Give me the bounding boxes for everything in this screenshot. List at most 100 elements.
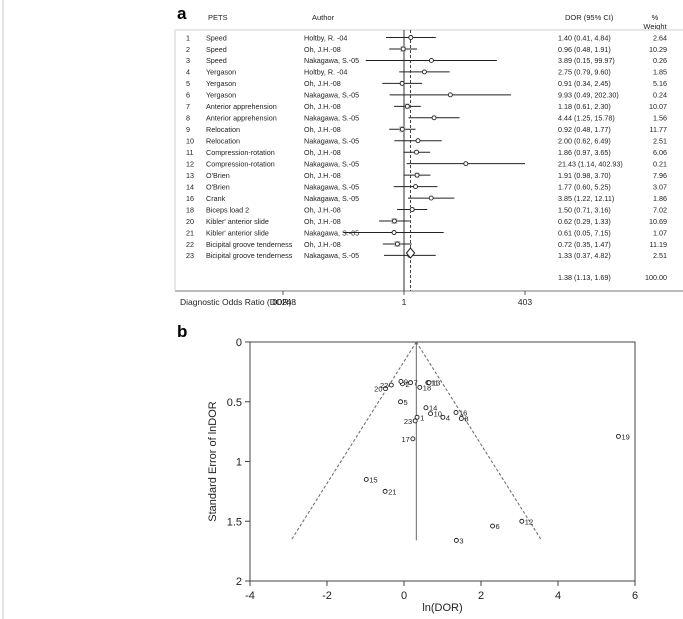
study-ci: 0.91 (0.34, 2.45) [558,79,611,88]
funnel-marker [388,382,394,388]
study-ci: 1.33 (0.37, 4.82) [558,251,611,260]
study-weight: 6.06 [653,148,667,157]
study-author: Oh, J.H.-08 [304,217,341,226]
funnel-point-label: 21 [388,487,396,496]
study-test: Yergason [206,68,236,77]
funnel-point: 8 [458,414,469,423]
study-ci: 3.89 (0.15, 99.97) [558,56,615,65]
funnel-point: 15 [363,475,378,484]
pooled-ci: 1.38 (1.13, 1.69) [558,273,611,282]
funnel-point-label: 7 [414,379,418,388]
funnel-marker [398,378,404,384]
funnel-x-tick-label: -2 [322,590,332,602]
funnel-y-axis-label: Standard Error of lnDOR [207,401,219,521]
study-test: Biceps load 2 [206,205,249,214]
study-row: 21 Kibler' anterior slide Nakagawa, S.-05 0… [186,228,667,237]
study-test: Kibler' anterior slide [206,228,269,237]
study-weight: 1.56 [653,114,667,123]
study-weight: 11.19 [650,240,667,249]
study-number: 3 [186,56,190,65]
study-row: 22 Bicipital groove tenderness Oh, J.H.-08… [186,240,667,249]
funnel-point-label: 20 [374,385,382,394]
study-number: 2 [186,45,190,54]
point-estimate [421,69,427,75]
funnel-point: 10 [428,410,442,419]
study-number: 22 [186,240,194,249]
study-ci: 0.92 (0.48, 1.77) [558,125,611,134]
header-weight: % Weight [643,13,667,31]
study-ci: 0.61 (0.05, 7.15) [558,228,611,237]
point-estimate [394,241,400,247]
point-estimate [409,207,415,213]
point-estimate [414,149,419,155]
funnel-marker [363,476,369,482]
funnel-marker [490,523,495,529]
funnel-point: 20 [374,385,388,394]
point-estimate [408,35,414,40]
study-number: 9 [186,125,190,134]
forest-x-tick-label: .00248 [270,297,296,307]
study-author: Nakagawa, S.-05 [304,159,359,168]
funnel-marker [458,416,464,421]
study-weight: 10.69 [649,217,667,226]
study-weight: 5.16 [653,79,667,88]
funnel-y-tick-label: 2 [236,576,242,588]
study-number: 23 [186,251,194,260]
funnel-point-label: 6 [496,522,500,531]
study-row: 23 Bicipital groove tenderness Nakagawa, S… [186,251,667,260]
funnel-point-label: 18 [423,383,431,392]
funnel-marker [519,518,525,524]
study-number: 10 [186,137,194,146]
funnel-marker [428,411,434,417]
study-test: Speed [206,56,227,65]
study-test: Bicipital groove tenderness [206,251,293,260]
study-test: Yergason [206,91,236,100]
funnel-point: 14 [423,404,437,413]
funnel-limit-right [415,341,543,541]
funnel-y-tick-label: 1 [236,457,242,469]
study-number: 1 [186,33,190,42]
study-row: 13 O'Brien Oh, J.H.-08 1.91 (0.98, 3.70) 7.9… [186,171,667,180]
funnel-y-tick-label: 0 [236,337,242,349]
point-estimate [428,57,434,63]
study-author: Holtby, R. -04 [304,33,347,42]
study-row: 1 Speed Holtby, R. -04 1.40 (0.41, 4.84) 2.6… [186,33,667,42]
study-test: Anterior apprehension [206,102,277,111]
funnel-point: 9 [398,377,408,386]
funnel-marker [453,537,459,543]
study-number: 11 [186,148,193,157]
point-estimate [399,80,405,86]
funnel-point-label: 1 [420,413,424,422]
study-test: Relocation [206,137,240,146]
header-ci: DOR (95% CI) [565,13,614,22]
funnel-point: 7 [408,379,418,388]
funnel-y-tick-label: 1.5 [227,516,242,528]
study-ci: 1.40 (0.41, 4.84) [558,33,611,42]
study-row: 4 Yergason Holtby, R. -04 2.75 (0.79, 9.60)… [186,68,667,77]
study-test: Anterior apprehension [206,114,277,123]
study-ci: 21.43 (1.14, 402.93) [558,159,623,168]
point-estimate [415,138,421,144]
funnel-marker [417,384,423,390]
study-ci: 1.77 (0.60, 5.25) [558,182,611,191]
study-number: 7 [186,102,190,111]
study-row: 10 Relocation Nakagawa, S.-05 2.00 (0.62, 6… [186,137,667,146]
funnel-point-label: 8 [464,414,468,423]
study-row: 14 O'Brien Nakagawa, S.-05 1.77 (0.60, 5.25… [186,182,667,191]
study-weight: 1.07 [653,228,667,237]
forest-x-tick-label: 1 [402,297,407,307]
funnel-marker [410,436,416,442]
study-row: 11 Compression-rotation Oh, J.H.-08 1.86 (0… [186,148,667,157]
point-estimate [391,218,397,224]
study-weight: 11.77 [650,125,667,134]
study-author: Nakagawa, S.-05 [304,56,359,65]
point-estimate [404,103,410,109]
study-ci: 1.18 (0.61, 2.30) [558,102,611,111]
study-test: Crank [206,194,226,203]
study-test: O'Brien [206,171,230,180]
study-ci: 1.50 (0.71, 3.16) [558,205,611,214]
funnel-point: 6 [490,522,500,531]
study-test: Relocation [206,125,240,134]
funnel-point: 1 [414,413,424,422]
